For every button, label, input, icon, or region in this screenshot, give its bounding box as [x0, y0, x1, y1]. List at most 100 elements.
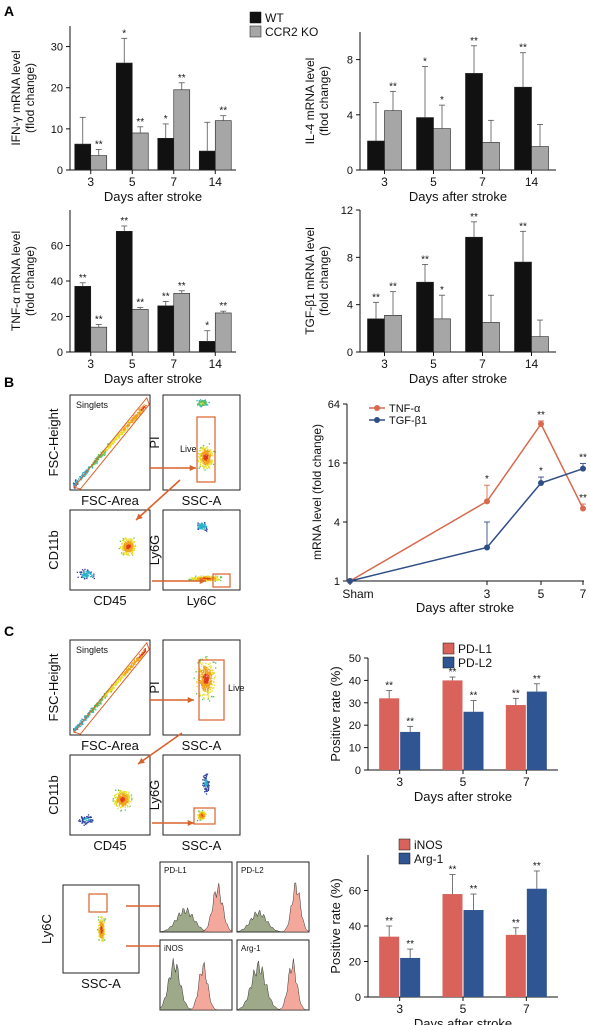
- event-dot: [117, 807, 119, 810]
- event-dot: [205, 404, 208, 406]
- event-dot: [133, 417, 135, 419]
- flow-x-label: Ly6C: [187, 593, 217, 608]
- significance-mark: **: [136, 298, 144, 309]
- event-dot: [208, 443, 211, 445]
- event-dot: [205, 666, 207, 668]
- event-dot: [81, 820, 84, 822]
- event-dot: [127, 421, 129, 423]
- significance-mark: **: [579, 493, 587, 504]
- event-dot: [118, 796, 120, 799]
- event-dot: [87, 470, 89, 472]
- significance-mark: **: [512, 688, 520, 699]
- event-dot: [91, 821, 93, 823]
- event-dot: [100, 451, 102, 453]
- event-dot: [207, 677, 210, 679]
- event-dot: [199, 682, 202, 684]
- event-dot: [133, 537, 135, 539]
- event-dot: [201, 449, 203, 451]
- event-dot: [202, 528, 204, 531]
- event-dot: [119, 802, 121, 804]
- event-dot: [103, 920, 106, 922]
- event-dot: [126, 798, 128, 800]
- event-dot: [202, 782, 204, 784]
- event-dot: [204, 680, 207, 683]
- event-dot: [98, 920, 101, 923]
- event-dot: [120, 809, 122, 812]
- event-dot: [197, 403, 199, 405]
- event-dot: [144, 406, 146, 408]
- event-dot: [124, 430, 126, 432]
- event-dot: [208, 700, 211, 702]
- event-dot: [202, 776, 205, 778]
- event-dot: [85, 719, 87, 722]
- data-point: [580, 465, 586, 472]
- event-dot: [141, 653, 144, 655]
- event-dot: [116, 438, 118, 441]
- event-dot: [209, 675, 211, 678]
- event-dot: [122, 552, 125, 554]
- event-dot: [129, 543, 131, 545]
- event-dot: [81, 723, 83, 725]
- event-dot: [199, 462, 202, 464]
- event-dot: [196, 693, 198, 695]
- significance-mark: **: [449, 667, 457, 678]
- event-dot: [212, 673, 214, 675]
- event-dot: [100, 698, 103, 701]
- event-dot: [123, 797, 125, 800]
- event-dot: [114, 803, 116, 805]
- event-dot: [123, 540, 125, 543]
- event-dot: [204, 667, 206, 669]
- event-dot: [102, 924, 104, 926]
- event-dot: [136, 659, 138, 661]
- event-dot: [103, 939, 105, 941]
- bar: [442, 680, 463, 770]
- event-dot: [204, 656, 207, 658]
- event-dot: [104, 452, 106, 455]
- event-dot: [205, 463, 207, 465]
- event-dot: [208, 692, 210, 694]
- event-dot: [130, 420, 132, 423]
- event-dot: [100, 455, 102, 457]
- event-dot: [80, 720, 82, 722]
- event-dot: [125, 545, 128, 547]
- event-dot: [208, 665, 210, 668]
- event-dot: [132, 418, 134, 420]
- event-dot: [211, 687, 214, 689]
- data-point: [347, 578, 353, 584]
- event-dot: [203, 449, 206, 452]
- event-dot: [112, 685, 114, 687]
- event-dot: [130, 664, 132, 666]
- event-dot: [206, 672, 208, 674]
- event-dot: [203, 690, 205, 693]
- event-dot: [214, 580, 216, 582]
- y-axis-title: TGF-β1 mRNA level: [303, 227, 317, 335]
- event-dot: [124, 428, 127, 430]
- event-dot: [123, 542, 126, 545]
- event-dot: [128, 550, 130, 552]
- event-dot: [204, 682, 206, 684]
- event-dot: [131, 663, 133, 665]
- event-dot: [101, 455, 104, 457]
- event-dot: [204, 452, 206, 455]
- event-dot: [82, 574, 85, 576]
- event-dot: [202, 455, 204, 457]
- event-dot: [83, 824, 85, 826]
- event-dot: [138, 411, 140, 413]
- event-dot: [205, 773, 207, 775]
- event-dot: [128, 545, 130, 548]
- event-dot: [135, 415, 137, 418]
- event-dot: [119, 795, 121, 797]
- y-tick-label: 40: [349, 675, 361, 687]
- event-dot: [86, 569, 89, 571]
- significance-mark: **: [470, 36, 478, 47]
- event-dot: [126, 799, 128, 801]
- event-dot: [131, 419, 133, 422]
- y-tick-label: 40: [51, 276, 63, 288]
- event-dot: [132, 546, 134, 548]
- event-dot: [133, 415, 135, 417]
- event-dot: [81, 718, 83, 720]
- legend-label: PD-L1: [458, 642, 492, 656]
- y-tick-label: 0: [57, 165, 63, 177]
- event-dot: [103, 934, 105, 936]
- y-tick-label: 0: [355, 992, 361, 1004]
